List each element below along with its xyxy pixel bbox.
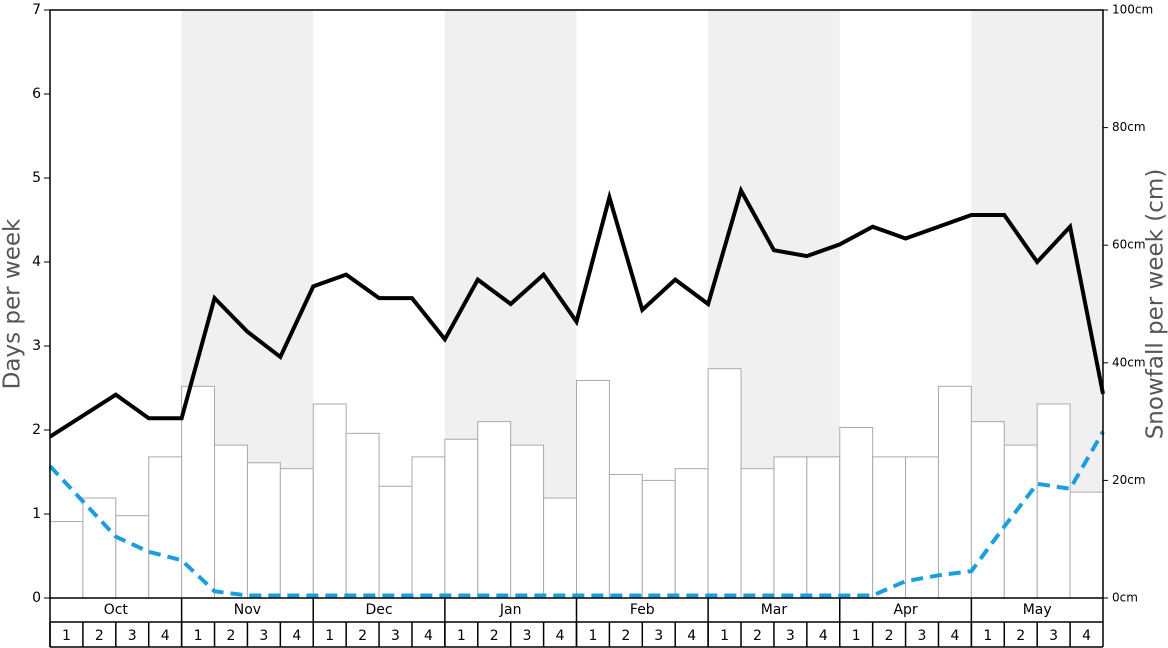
y-tick-label: 7 <box>32 2 41 18</box>
bar <box>839 426 874 599</box>
y2-tick-label: 40cm <box>1112 355 1146 369</box>
bar <box>1036 403 1071 599</box>
y-tick-label: 1 <box>32 506 41 522</box>
week-label: 4 <box>950 628 959 644</box>
bar <box>214 444 248 599</box>
week-label: 3 <box>128 628 137 644</box>
bar <box>312 403 347 599</box>
bar <box>1069 491 1104 599</box>
y-tick-label: 2 <box>32 422 41 438</box>
week-label: 2 <box>227 628 236 644</box>
week-label: 2 <box>358 628 367 644</box>
bar <box>806 456 841 599</box>
bar <box>411 456 446 599</box>
y-tick-label: 0 <box>32 590 41 606</box>
week-label: 4 <box>1082 628 1091 644</box>
bar <box>641 479 676 599</box>
month-label: May <box>1023 602 1052 618</box>
month-label: Mar <box>761 602 788 618</box>
y-axis-title: Days per week <box>0 218 26 389</box>
y2-tick-label: 100cm <box>1112 3 1153 17</box>
y-tick-label: 5 <box>32 170 41 186</box>
bar <box>576 379 610 599</box>
week-label: 1 <box>457 628 466 644</box>
week-label: 4 <box>819 628 828 644</box>
week-label: 3 <box>1049 628 1058 644</box>
month-label: Apr <box>893 602 917 618</box>
week-label: 3 <box>391 628 400 644</box>
week-label: 4 <box>292 628 301 644</box>
y-tick-label: 3 <box>32 338 41 354</box>
y2-tick-label: 20cm <box>1112 473 1146 487</box>
bar <box>246 462 281 599</box>
bar <box>279 468 314 599</box>
bar <box>773 456 808 599</box>
bar <box>510 444 545 599</box>
week-label: 4 <box>687 628 696 644</box>
week-label: 1 <box>194 628 203 644</box>
week-label: 3 <box>259 628 268 644</box>
y2-tick-label: 0cm <box>1112 591 1138 605</box>
month-label: Dec <box>366 602 393 618</box>
bar <box>49 521 84 599</box>
bar <box>937 385 972 599</box>
y2-tick-label: 80cm <box>1112 120 1146 134</box>
month-label: Oct <box>104 602 129 618</box>
week-label: 2 <box>885 628 894 644</box>
week-label: 4 <box>161 628 170 644</box>
line-series <box>48 430 1105 598</box>
y2-axis-title: Snowfall per week (cm) <box>1143 169 1168 440</box>
week-label: 1 <box>325 628 334 644</box>
month-label: Jan <box>499 602 522 618</box>
month-label: Nov <box>234 602 261 618</box>
bar <box>970 421 1005 599</box>
week-label: 1 <box>62 628 71 644</box>
week-label: 3 <box>523 628 532 644</box>
bar <box>115 515 150 599</box>
bar <box>378 485 413 599</box>
week-label: 2 <box>95 628 104 644</box>
y2-tick-label: 60cm <box>1112 238 1146 252</box>
week-label: 4 <box>424 628 433 644</box>
bar <box>707 368 742 599</box>
bar <box>740 468 775 599</box>
bar <box>543 497 577 599</box>
bar <box>674 468 709 599</box>
bar <box>872 456 907 599</box>
week-label: 3 <box>786 628 795 644</box>
week-label: 3 <box>654 628 663 644</box>
week-label: 2 <box>621 628 630 644</box>
line-series <box>48 185 1105 439</box>
week-label: 3 <box>918 628 927 644</box>
bar <box>608 474 643 599</box>
month-label: Feb <box>630 602 655 618</box>
week-label: 1 <box>852 628 861 644</box>
y-tick-label: 4 <box>32 254 41 270</box>
bar <box>444 438 479 599</box>
bar <box>345 432 380 599</box>
y-tick-label: 6 <box>32 86 41 102</box>
week-label: 2 <box>490 628 499 644</box>
week-label: 1 <box>588 628 597 644</box>
week-label: 1 <box>720 628 729 644</box>
bar <box>82 497 117 599</box>
week-label: 2 <box>753 628 762 644</box>
bar <box>477 421 512 599</box>
bar <box>148 456 183 599</box>
week-label: 2 <box>1016 628 1025 644</box>
week-label: 4 <box>556 628 565 644</box>
week-label: 1 <box>983 628 992 644</box>
